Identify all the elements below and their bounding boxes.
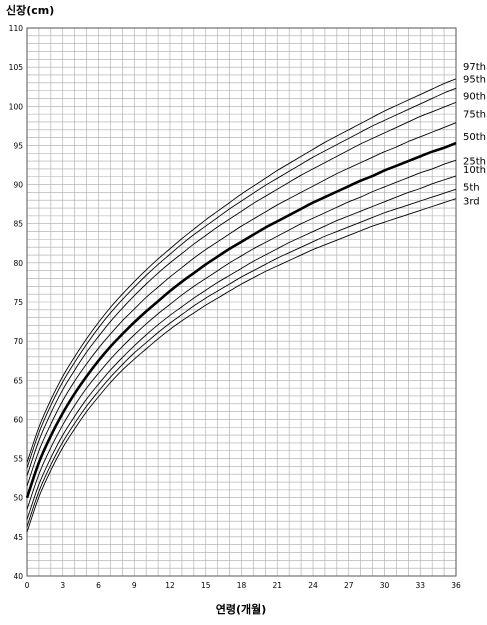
y-tick-label: 50 (13, 494, 23, 503)
x-tick-label: 33 (415, 581, 425, 590)
percentile-curve-75th (26, 122, 457, 487)
percentile-label-97th: 97th (463, 62, 486, 73)
y-axis-label: 신장(cm) (6, 3, 54, 17)
y-tick-label: 105 (9, 63, 24, 72)
y-tick-label: 110 (9, 24, 24, 33)
y-tick-label: 45 (13, 533, 23, 542)
percentile-curve-95th (26, 87, 457, 469)
percentile-label-50th: 50th (463, 132, 486, 143)
percentile-label-90th: 90th (463, 91, 486, 102)
x-tick-label: 27 (344, 581, 354, 590)
percentile-curve-25th (26, 159, 457, 510)
y-tick-label: 70 (13, 337, 23, 346)
y-tick-label: 65 (13, 376, 23, 385)
y-tick-label: 90 (13, 181, 23, 190)
percentile-curve-97th (26, 78, 457, 463)
x-tick-label: 18 (237, 581, 247, 590)
major-grid (26, 27, 457, 577)
y-tick-label: 95 (13, 141, 23, 150)
y-tick-label: 100 (9, 102, 24, 111)
percentile-curve-50th (25, 141, 457, 499)
y-tick-label: 60 (13, 415, 23, 424)
x-tick-label: 3 (60, 581, 65, 590)
y-tick-label: 75 (13, 298, 23, 307)
percentile-curve-5th (26, 188, 457, 527)
percentile-curves (25, 78, 457, 533)
percentile-label-95th: 95th (463, 74, 486, 85)
x-tick-label: 9 (132, 581, 137, 590)
percentile-curve-10th (26, 175, 457, 520)
x-tick-label: 30 (380, 581, 390, 590)
minor-grid (26, 27, 457, 577)
x-tick-label: 12 (165, 581, 175, 590)
percentile-curve-3rd (26, 198, 457, 533)
plot-frame (26, 27, 457, 577)
y-tick-label: 40 (13, 572, 23, 581)
percentile-label-25th: 25th (463, 156, 486, 167)
x-tick-labels: 0 3 6 9 12 15 18 21 24 27 30 33 36 (25, 581, 461, 590)
x-tick-label: 36 (451, 581, 461, 590)
percentile-label-75th: 75th (463, 110, 486, 121)
x-tick-label: 0 (25, 581, 30, 590)
percentile-label-5th: 5th (463, 182, 480, 193)
x-tick-label: 24 (308, 581, 318, 590)
percentile-label-3rd: 3rd (463, 197, 480, 208)
y-tick-label: 55 (13, 455, 23, 464)
percentile-curve-90th (26, 101, 457, 476)
x-tick-label: 6 (96, 581, 101, 590)
y-tick-label: 85 (13, 220, 23, 229)
y-tick-labels: 40 45 50 55 60 65 70 75 80 85 90 95 100 105 110 (9, 24, 24, 581)
y-tick-label: 80 (13, 259, 23, 268)
percentile-label-10th: 10th (463, 165, 486, 176)
x-axis-label: 연령(개월) (216, 602, 267, 616)
x-tick-label: 15 (201, 581, 211, 590)
x-tick-label: 21 (272, 581, 282, 590)
